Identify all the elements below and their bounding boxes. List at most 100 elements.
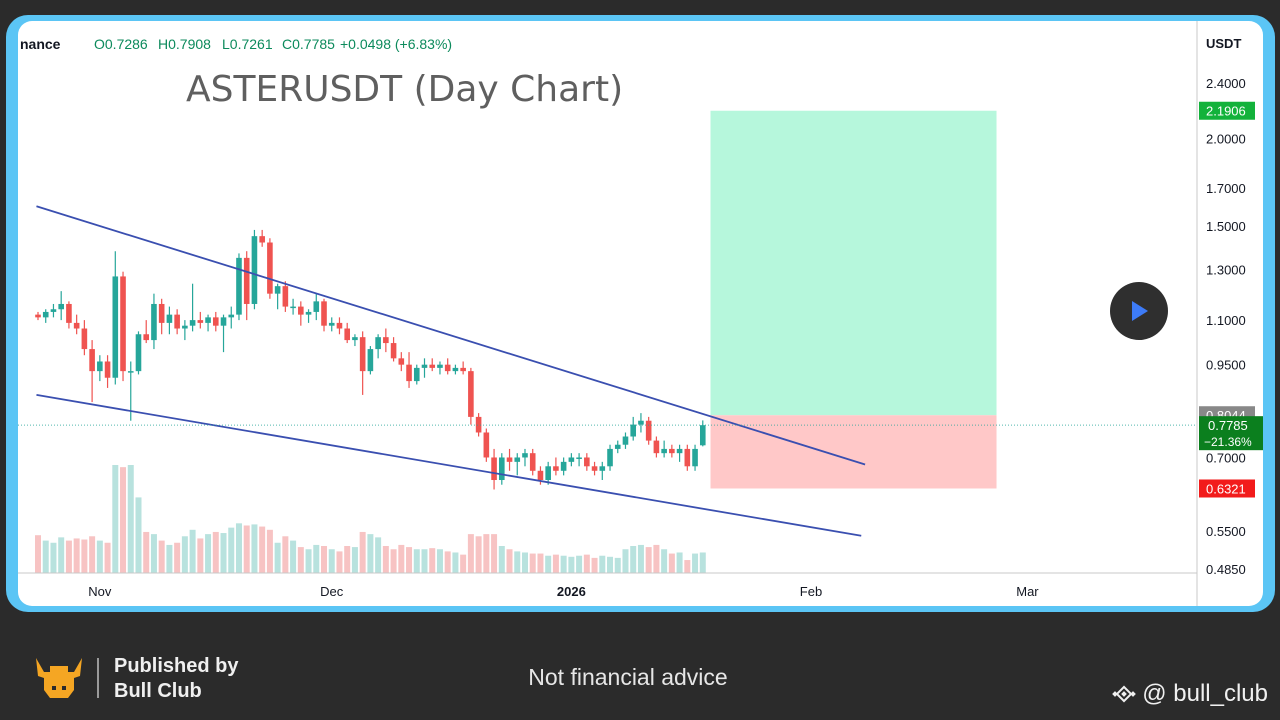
volume-bar [537,553,544,573]
candle-body [50,309,57,312]
chart-title: ASTERUSDT (Day Chart) [186,69,623,110]
candle-body [220,317,227,326]
candle-body [89,349,95,372]
play-icon [1132,301,1148,321]
candle-body [514,457,521,462]
play-button[interactable] [1110,282,1168,340]
candle-body [522,453,528,458]
candle-body [676,448,683,454]
candle-body [584,457,590,467]
candle-body [344,328,350,341]
volume-bar [266,529,273,573]
volume-bar [498,546,505,573]
volume-bar [475,536,482,573]
volume-bar [197,538,204,573]
x-tick-label: 2026 [557,584,586,599]
y-tick-label: 1.1000 [1206,313,1246,328]
trendline-upper [36,205,866,466]
volume-bar [50,542,57,573]
candle-body [468,371,474,417]
candle-body [591,466,598,471]
ohlc-low: L0.7261 [222,36,273,52]
candle-body [406,364,412,382]
candle-body [699,425,706,446]
ohlc-close: C0.7785 [282,36,335,52]
volume-bar [112,465,119,573]
volume-bar [692,553,699,573]
candle-body [135,334,142,372]
candle-body [228,314,235,318]
stop-zone [710,415,997,489]
volume-bar [135,497,142,573]
candle-body [104,361,111,378]
volume-bar [297,547,304,573]
volume-bar [506,549,513,573]
volume-bar [367,534,374,573]
publisher-name: Bull Club [114,680,202,702]
candle-body [429,364,436,368]
volume-bar [514,551,521,573]
candle-body [212,317,219,326]
volume-bar [421,549,428,573]
candle-body [328,322,335,326]
ohlc-open: O0.7286 [94,36,148,52]
candle-body [127,371,134,373]
current-price-label: 0.7785 [1208,418,1248,433]
volume-bar [259,526,266,573]
x-tick-label: Feb [800,584,822,599]
volume-bar [413,549,420,573]
y-tick-label: 0.5500 [1206,524,1246,539]
candle-body [669,448,675,454]
volume-bar [321,546,328,573]
target-zone [710,110,997,416]
volume-bar [560,555,567,573]
candle-body [259,236,265,243]
volume-bar [96,540,103,573]
candle-body [390,343,397,359]
candle-body [692,448,698,467]
candle-body [182,325,188,329]
volume-bar [637,544,644,573]
volume-bar [591,557,598,573]
candle-body [614,444,621,449]
bull-club-logo-icon [36,658,82,698]
candle-body [475,416,482,433]
ohlc-high: H0.7908 [158,36,211,52]
volume-bar [521,552,528,573]
source-label: nance [20,36,61,52]
volume-bar [189,529,196,573]
volume-bar [351,547,358,573]
candle-body [684,448,691,467]
candle-body [143,334,150,341]
candle-body [189,320,196,326]
currency-label: USDT [1206,36,1241,51]
candle-body [158,303,165,323]
candle-body [599,466,606,471]
candle-body [661,448,667,454]
candle-body [645,420,652,441]
volume-bar [35,535,41,573]
stop-price-label-bg [1199,479,1255,498]
volume-bar [174,542,181,573]
candle-body [421,364,428,368]
candle-body [298,306,304,315]
y-tick-label: 0.9500 [1206,358,1246,373]
volume-bar [653,544,660,573]
candle-body [282,286,289,307]
candle-body [638,420,644,425]
candle-body [460,367,466,372]
candle-body [97,361,103,372]
x-tick-label: Mar [1016,584,1039,599]
candle-body [66,303,72,323]
handle-text: @ bull_club [1142,680,1268,707]
volume-bar [359,531,366,573]
candle-body [653,440,660,454]
volume-bar [89,536,96,573]
candle-body [553,466,559,471]
volume-bar [676,552,683,573]
candle-body [313,301,320,312]
chart-frame: nance O0.7286 H0.7908 L0.7261 C0.7785 +0… [6,15,1275,612]
candle-body [336,322,343,329]
social-handle[interactable]: @ bull_club [1112,680,1268,708]
volume-bar [243,525,250,573]
